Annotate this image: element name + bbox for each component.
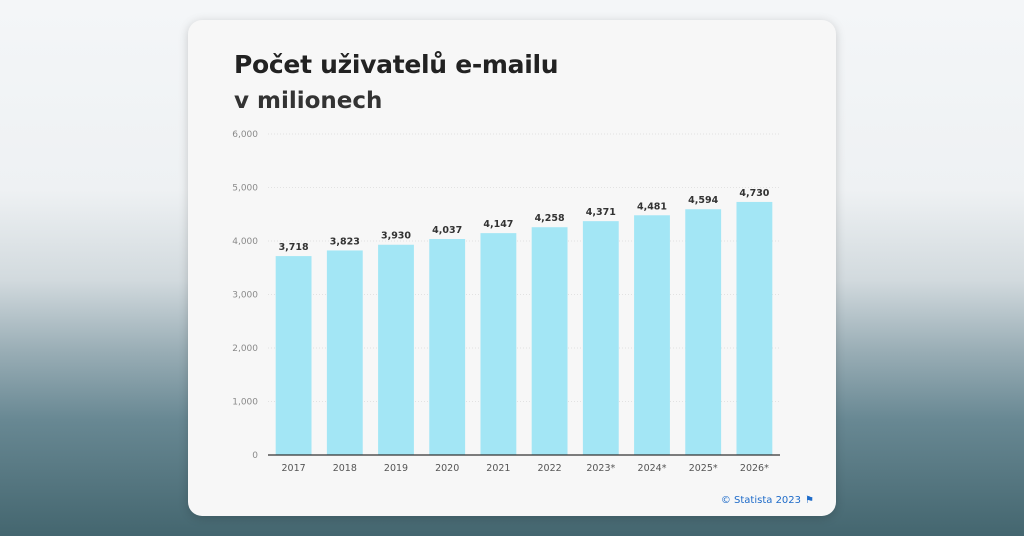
data-label: 4,371 bbox=[586, 207, 616, 218]
y-tick-label: 6,000 bbox=[232, 130, 258, 140]
bar bbox=[582, 221, 619, 455]
data-label: 4,730 bbox=[739, 188, 769, 199]
y-tick-label: 4,000 bbox=[232, 237, 258, 247]
data-label: 4,258 bbox=[535, 213, 565, 224]
x-tick-label: 2022 bbox=[538, 463, 562, 474]
bar bbox=[326, 250, 363, 455]
bar bbox=[275, 256, 312, 455]
bar bbox=[378, 244, 414, 455]
y-tick-label: 1,000 bbox=[232, 398, 258, 408]
x-tick-label: 2019 bbox=[384, 463, 408, 474]
chart-subtitle: v milionech bbox=[234, 88, 383, 114]
bar bbox=[685, 209, 722, 455]
x-tick-label: 2018 bbox=[333, 463, 357, 474]
flag-icon[interactable]: ⚑ bbox=[805, 495, 814, 506]
x-tick-label: 2021 bbox=[486, 463, 510, 474]
x-tick-label: 2017 bbox=[282, 463, 306, 474]
x-tick-label: 2020 bbox=[435, 463, 459, 474]
x-tick-label: 2025* bbox=[689, 463, 718, 474]
y-tick-label: 3,000 bbox=[232, 291, 258, 301]
bar bbox=[634, 215, 670, 455]
data-label: 3,718 bbox=[279, 242, 309, 253]
bar-chart: 0 1,000 2,000 3,000 4,000 5,000 6,000 3,718 2017… bbox=[232, 130, 780, 474]
data-label: 3,930 bbox=[381, 231, 411, 242]
data-label: 4,037 bbox=[432, 225, 462, 236]
x-tick-label: 2023* bbox=[586, 463, 615, 474]
data-label: 3,823 bbox=[330, 236, 360, 247]
x-tick-label: 2026* bbox=[740, 463, 769, 474]
chart-title: Počet uživatelů e-mailu bbox=[234, 50, 559, 79]
bar bbox=[429, 239, 466, 455]
y-tick-label: 0 bbox=[252, 451, 258, 461]
bar bbox=[480, 233, 517, 455]
bar bbox=[736, 201, 773, 455]
y-tick-label: 2,000 bbox=[232, 344, 258, 354]
chart-card: Počet uživatelů e-mailu v milionech 0 1,0… bbox=[188, 20, 836, 516]
y-tick-label: 5,000 bbox=[232, 184, 258, 194]
bar bbox=[531, 227, 568, 455]
data-label: 4,147 bbox=[483, 219, 513, 230]
data-label: 4,481 bbox=[637, 201, 667, 212]
data-label: 4,594 bbox=[688, 195, 718, 206]
x-tick-label: 2024* bbox=[638, 463, 667, 474]
source-label[interactable]: © Statista 2023 bbox=[720, 495, 802, 506]
statista-credit[interactable]: © Statista 2023 ⚑ bbox=[721, 495, 814, 506]
